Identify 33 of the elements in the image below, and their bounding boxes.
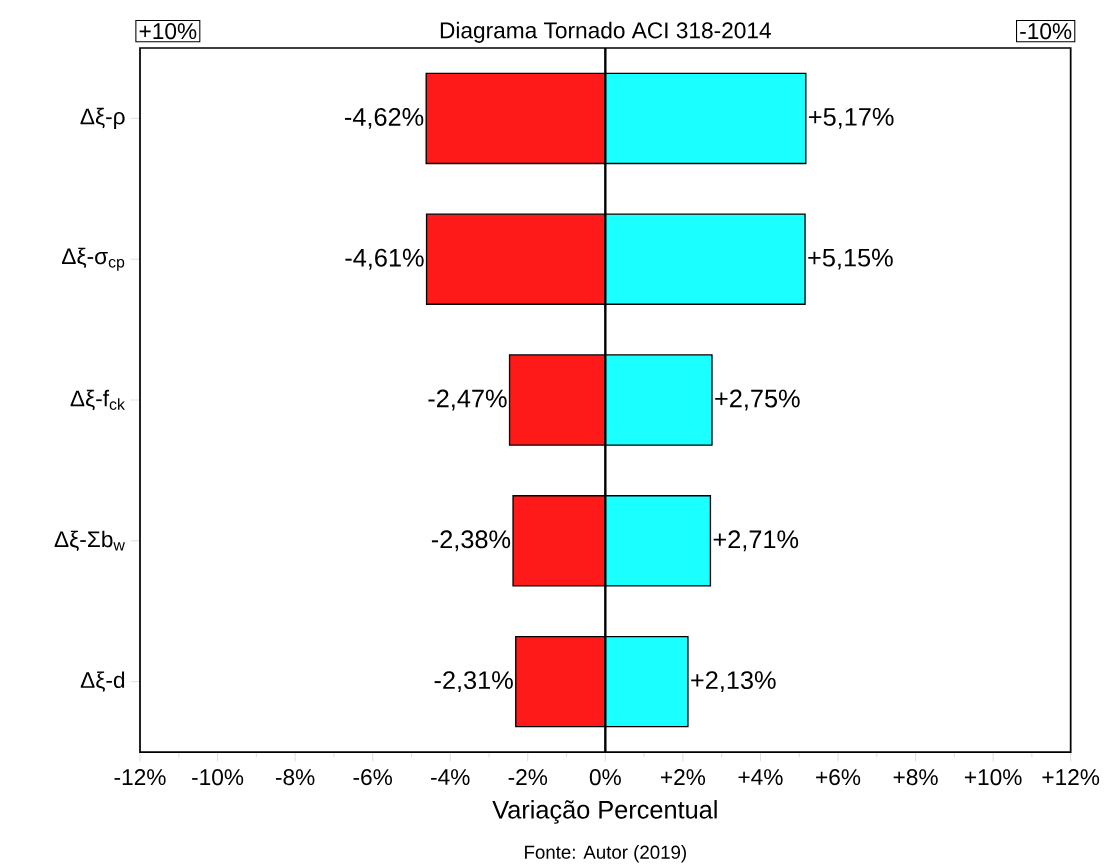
text: +10% (139, 23, 197, 40)
data-label: -2,38% (431, 530, 511, 552)
y-tick-label: Δξ-d (80, 671, 125, 692)
x-tick-label: +8% (893, 769, 938, 786)
data-label: -4,62% (345, 107, 424, 129)
data-label: +5,15% (808, 248, 893, 270)
x-tick-label: -10% (192, 769, 244, 786)
x-axis-title: Variação Percentual (492, 800, 717, 824)
y-tick-label: Δξ-σ$_{cp}$ (61, 247, 125, 271)
y-tick-label: Δξ-ρ (80, 107, 125, 129)
x-tick-label: -2% (508, 769, 548, 786)
data-label: +2,13% (691, 671, 776, 693)
x-tick-label: +4% (738, 769, 783, 785)
x-tick-label: 0% (589, 769, 621, 786)
x-tick-label: -12% (114, 769, 166, 786)
x-tick-label: -6% (353, 769, 393, 786)
y-tick-label: Δξ-Σb$_{w}$ (54, 530, 125, 551)
y-tick-label: Δξ-f$_{ck}$ (70, 389, 125, 411)
data-label: -4,61% (345, 248, 424, 270)
data-label: +2,75% (715, 389, 800, 411)
source-note: Fonte: Autor (2019) (525, 845, 686, 863)
x-tick-label: +2% (661, 769, 706, 786)
chart-title: Diagrama Tornado ACI 318-2014 (440, 21, 771, 43)
x-tick-label: -8% (275, 769, 315, 786)
x-tick-label: -4% (431, 769, 470, 785)
data-label: +5,17% (809, 108, 894, 129)
x-tick-label: +6% (816, 769, 861, 786)
x-tick-label: +10% (964, 769, 1022, 786)
text: -10% (1020, 23, 1072, 40)
x-tick-label: +12% (1042, 769, 1100, 786)
data-label: +2,71% (713, 530, 799, 552)
data-label: -2,47% (428, 389, 507, 411)
data-label: -2,31% (434, 671, 513, 693)
